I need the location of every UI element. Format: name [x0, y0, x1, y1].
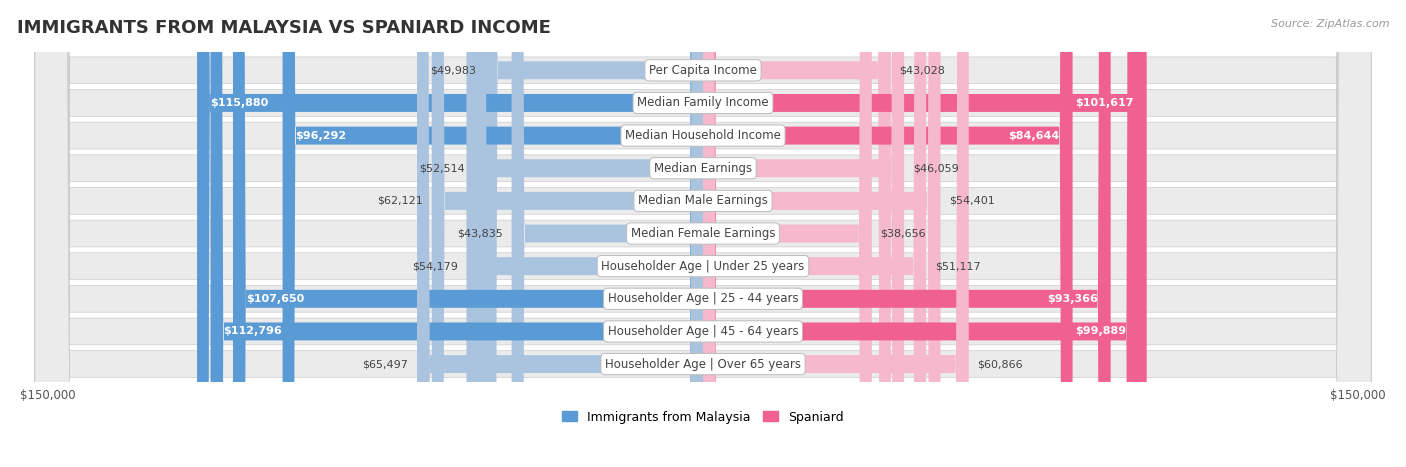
Text: $65,497: $65,497 — [363, 359, 408, 369]
FancyBboxPatch shape — [474, 0, 703, 467]
Text: Per Capita Income: Per Capita Income — [650, 64, 756, 77]
Text: Median Female Earnings: Median Female Earnings — [631, 227, 775, 240]
FancyBboxPatch shape — [703, 0, 891, 467]
Text: Householder Age | Over 65 years: Householder Age | Over 65 years — [605, 358, 801, 371]
Text: $60,866: $60,866 — [977, 359, 1024, 369]
FancyBboxPatch shape — [418, 0, 703, 467]
Text: $49,983: $49,983 — [430, 65, 477, 75]
Text: $43,835: $43,835 — [457, 228, 503, 239]
FancyBboxPatch shape — [283, 0, 703, 467]
Text: Source: ZipAtlas.com: Source: ZipAtlas.com — [1271, 19, 1389, 28]
Text: $84,644: $84,644 — [1008, 131, 1060, 141]
Text: $101,617: $101,617 — [1076, 98, 1133, 108]
Text: $43,028: $43,028 — [900, 65, 945, 75]
Text: $93,366: $93,366 — [1046, 294, 1098, 304]
Text: Median Earnings: Median Earnings — [654, 162, 752, 175]
Text: $115,880: $115,880 — [209, 98, 269, 108]
FancyBboxPatch shape — [485, 0, 703, 467]
FancyBboxPatch shape — [197, 0, 703, 467]
Text: Householder Age | 25 - 44 years: Householder Age | 25 - 44 years — [607, 292, 799, 305]
Text: $54,401: $54,401 — [949, 196, 995, 206]
FancyBboxPatch shape — [467, 0, 703, 467]
FancyBboxPatch shape — [35, 0, 1371, 467]
FancyBboxPatch shape — [703, 0, 1073, 467]
Text: $52,514: $52,514 — [419, 163, 465, 173]
Text: $107,650: $107,650 — [246, 294, 304, 304]
FancyBboxPatch shape — [703, 0, 969, 467]
Text: Median Male Earnings: Median Male Earnings — [638, 194, 768, 207]
Text: IMMIGRANTS FROM MALAYSIA VS SPANIARD INCOME: IMMIGRANTS FROM MALAYSIA VS SPANIARD INC… — [17, 19, 551, 37]
Text: $51,117: $51,117 — [935, 261, 980, 271]
Text: $99,889: $99,889 — [1076, 326, 1126, 336]
FancyBboxPatch shape — [703, 0, 904, 467]
Text: $96,292: $96,292 — [295, 131, 347, 141]
FancyBboxPatch shape — [512, 0, 703, 467]
FancyBboxPatch shape — [703, 0, 941, 467]
Text: $62,121: $62,121 — [377, 196, 423, 206]
FancyBboxPatch shape — [35, 0, 1371, 467]
FancyBboxPatch shape — [35, 0, 1371, 467]
FancyBboxPatch shape — [432, 0, 703, 467]
Text: $54,179: $54,179 — [412, 261, 458, 271]
Legend: Immigrants from Malaysia, Spaniard: Immigrants from Malaysia, Spaniard — [557, 405, 849, 429]
FancyBboxPatch shape — [703, 0, 1111, 467]
FancyBboxPatch shape — [703, 0, 927, 467]
Text: $112,796: $112,796 — [224, 326, 283, 336]
FancyBboxPatch shape — [233, 0, 703, 467]
Text: $46,059: $46,059 — [912, 163, 959, 173]
Text: Median Family Income: Median Family Income — [637, 97, 769, 109]
Text: Median Household Income: Median Household Income — [626, 129, 780, 142]
Text: $38,656: $38,656 — [880, 228, 927, 239]
FancyBboxPatch shape — [703, 0, 872, 467]
FancyBboxPatch shape — [35, 0, 1371, 467]
FancyBboxPatch shape — [35, 0, 1371, 467]
FancyBboxPatch shape — [35, 0, 1371, 467]
FancyBboxPatch shape — [35, 0, 1371, 467]
FancyBboxPatch shape — [703, 0, 1139, 467]
FancyBboxPatch shape — [35, 0, 1371, 467]
FancyBboxPatch shape — [35, 0, 1371, 467]
Text: Householder Age | 45 - 64 years: Householder Age | 45 - 64 years — [607, 325, 799, 338]
Text: Householder Age | Under 25 years: Householder Age | Under 25 years — [602, 260, 804, 273]
FancyBboxPatch shape — [211, 0, 703, 467]
FancyBboxPatch shape — [35, 0, 1371, 467]
FancyBboxPatch shape — [703, 0, 1147, 467]
